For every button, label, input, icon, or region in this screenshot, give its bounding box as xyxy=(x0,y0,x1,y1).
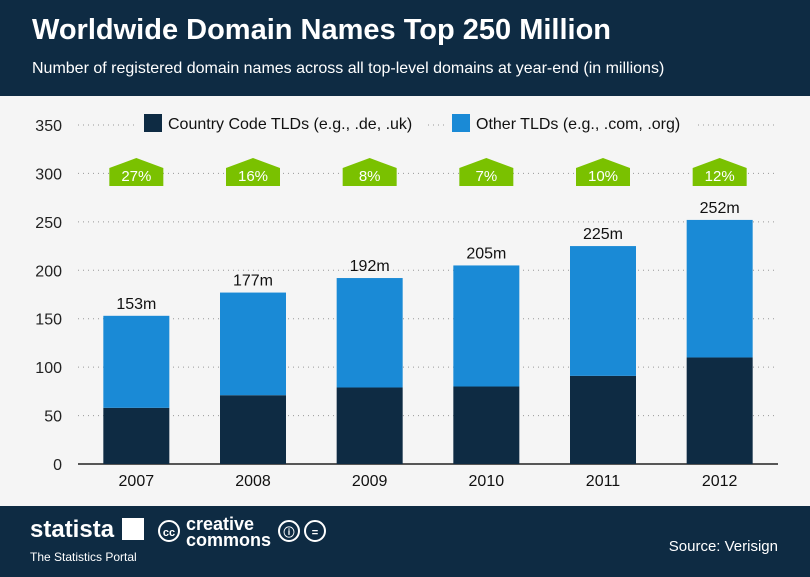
legend-country-code-text: Country Code TLDs (e.g., .de, .uk) xyxy=(168,116,412,133)
growth-label: 7% xyxy=(475,168,497,185)
x-tick-label: 2008 xyxy=(235,473,271,490)
x-tick-label: 2011 xyxy=(586,473,621,490)
cc-icon: cc xyxy=(158,520,180,542)
x-tick-label: 2007 xyxy=(119,473,155,490)
bar-country-code xyxy=(220,395,286,464)
legend-country-code-swatch xyxy=(144,114,162,132)
y-tick-label: 300 xyxy=(35,166,62,183)
y-tick-label: 350 xyxy=(35,118,62,135)
cc-label-bottom: commons xyxy=(186,530,271,550)
x-tick-label: 2012 xyxy=(702,473,738,490)
bar-country-code xyxy=(337,387,403,464)
total-label: 225m xyxy=(583,226,623,243)
total-label: 252m xyxy=(700,200,740,217)
growth-label: 27% xyxy=(121,168,151,185)
y-tick-label: 100 xyxy=(35,360,62,377)
y-tick-label: 250 xyxy=(35,215,62,232)
y-tick-label: 150 xyxy=(35,312,62,329)
total-label: 205m xyxy=(466,245,506,262)
legend-other-text: Other TLDs (e.g., .com, .org) xyxy=(476,116,680,133)
growth-label: 12% xyxy=(705,168,735,185)
y-tick-label: 200 xyxy=(35,263,62,280)
footer-banner: statista The Statistics Portal cc creati… xyxy=(0,506,810,577)
x-tick-label: 2009 xyxy=(352,473,388,490)
source-note: Source: Verisign xyxy=(669,538,778,555)
growth-label: 8% xyxy=(359,168,381,185)
total-label: 177m xyxy=(233,273,273,290)
total-label: 153m xyxy=(116,296,156,313)
bar-country-code xyxy=(570,376,636,464)
bar-chart: 0 50 100 150 200 250 300 350 153m 2007 27% 177m 2008… xyxy=(0,0,810,506)
bar-country-code xyxy=(103,408,169,464)
bar-country-code xyxy=(453,387,519,464)
bar-other xyxy=(220,293,286,396)
bar-other xyxy=(337,278,403,387)
statista-mark-icon xyxy=(122,518,144,540)
growth-label: 10% xyxy=(588,168,618,185)
statista-tagline: The Statistics Portal xyxy=(30,550,137,564)
attribution-icon: ⓘ xyxy=(278,520,300,542)
legend-other-swatch xyxy=(452,114,470,132)
total-label: 192m xyxy=(350,258,390,275)
statista-logo[interactable]: statista xyxy=(30,516,114,544)
bar-other xyxy=(687,220,753,358)
no-derivatives-icon: = xyxy=(304,520,326,542)
y-tick-label: 0 xyxy=(53,457,62,474)
bar-country-code xyxy=(687,357,753,464)
y-tick-label: 50 xyxy=(44,409,62,426)
x-tick-label: 2010 xyxy=(469,473,505,490)
bar-other xyxy=(453,265,519,386)
bar-other xyxy=(103,316,169,408)
bar-other xyxy=(570,246,636,376)
growth-label: 16% xyxy=(238,168,268,185)
cc-label: creative commons xyxy=(186,516,271,548)
